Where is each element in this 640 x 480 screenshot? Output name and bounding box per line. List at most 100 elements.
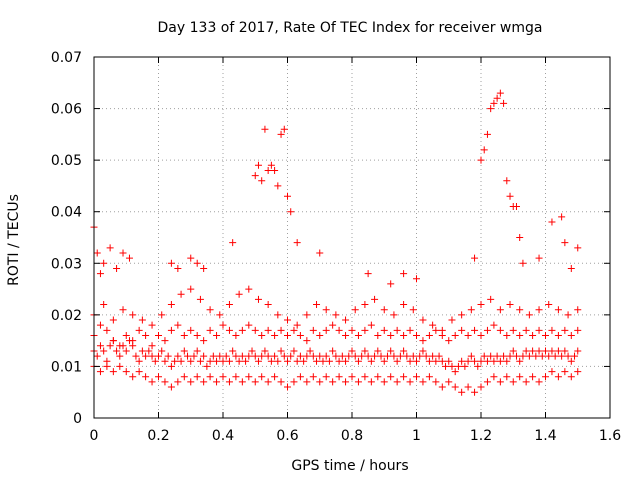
data-point (316, 249, 324, 257)
data-point (348, 326, 356, 334)
data-point (174, 378, 182, 386)
data-point (567, 264, 575, 272)
y-tick-labels: 0 0.01 0.02 0.03 0.04 0.05 0.06 0.07 (51, 50, 82, 427)
data-point (458, 357, 466, 365)
x-tick-label: 0.8 (341, 428, 363, 444)
data-point (180, 331, 188, 339)
data-point (542, 373, 549, 381)
data-point (445, 337, 453, 345)
data-point (106, 244, 114, 252)
data-point (509, 326, 517, 334)
data-point (464, 331, 472, 339)
data-point (296, 352, 304, 360)
data-point (451, 383, 459, 391)
data-point (496, 89, 504, 97)
data-point (548, 218, 556, 226)
data-point (383, 352, 391, 360)
data-point (567, 373, 575, 381)
data-point (119, 306, 127, 314)
data-point (177, 357, 185, 365)
data-point (358, 352, 366, 360)
data-point (529, 347, 537, 355)
data-point (148, 342, 156, 350)
data-point (400, 331, 408, 339)
data-point (464, 383, 472, 391)
data-point (225, 357, 233, 365)
data-point (206, 357, 214, 365)
data-point (371, 352, 379, 360)
y-tick-label: 0.01 (51, 359, 82, 375)
data-point (193, 259, 201, 267)
data-point (158, 311, 166, 319)
y-tick-label: 0.02 (51, 308, 82, 324)
data-point (554, 373, 562, 381)
data-point (454, 362, 462, 370)
data-point (167, 383, 175, 391)
data-point (364, 352, 372, 360)
data-point (329, 378, 337, 386)
data-point (129, 373, 137, 381)
data-point (516, 357, 524, 365)
data-point (516, 373, 524, 381)
data-point (409, 352, 417, 360)
data-point (354, 331, 362, 339)
data-point (406, 357, 414, 365)
data-point (409, 306, 417, 314)
data-point (264, 378, 272, 386)
data-point (467, 352, 475, 360)
data-point (171, 357, 179, 365)
data-point (129, 311, 137, 319)
data-point (506, 192, 514, 200)
data-point (483, 130, 491, 138)
data-point (271, 352, 279, 360)
data-points (90, 89, 582, 396)
data-point (490, 99, 498, 107)
data-point (380, 326, 388, 334)
data-point (535, 347, 543, 355)
x-tick-label: 1.6 (599, 428, 621, 444)
data-point (296, 331, 304, 339)
data-point (293, 357, 301, 365)
data-point (187, 378, 195, 386)
data-point (167, 326, 175, 334)
data-point (225, 301, 233, 309)
data-point (251, 172, 259, 180)
data-point (509, 347, 517, 355)
data-point (280, 125, 288, 133)
data-point (313, 301, 321, 309)
data-point (167, 259, 175, 267)
data-point (351, 352, 359, 360)
data-point (525, 352, 533, 360)
data-point (500, 99, 508, 107)
data-point (129, 337, 137, 345)
data-point (548, 347, 556, 355)
data-point (258, 373, 266, 381)
data-point (377, 352, 385, 360)
data-point (503, 331, 511, 339)
data-point (264, 326, 272, 334)
data-point (235, 357, 243, 365)
data-point (300, 357, 308, 365)
data-point (393, 326, 401, 334)
data-point (258, 177, 266, 185)
data-point (213, 357, 221, 365)
data-point (322, 373, 330, 381)
data-point (380, 357, 388, 365)
data-point (309, 326, 317, 334)
data-point (242, 357, 250, 365)
data-point (135, 357, 143, 365)
data-point (193, 347, 201, 355)
data-point (371, 295, 379, 303)
data-point (155, 331, 162, 339)
data-point (561, 368, 569, 376)
data-point (342, 316, 350, 324)
data-point (522, 347, 530, 355)
data-point (393, 357, 401, 365)
data-point (554, 331, 562, 339)
data-point (548, 368, 556, 376)
x-tick-label: 0.6 (276, 428, 298, 444)
data-point (200, 378, 208, 386)
data-point (329, 347, 337, 355)
data-point (487, 352, 495, 360)
